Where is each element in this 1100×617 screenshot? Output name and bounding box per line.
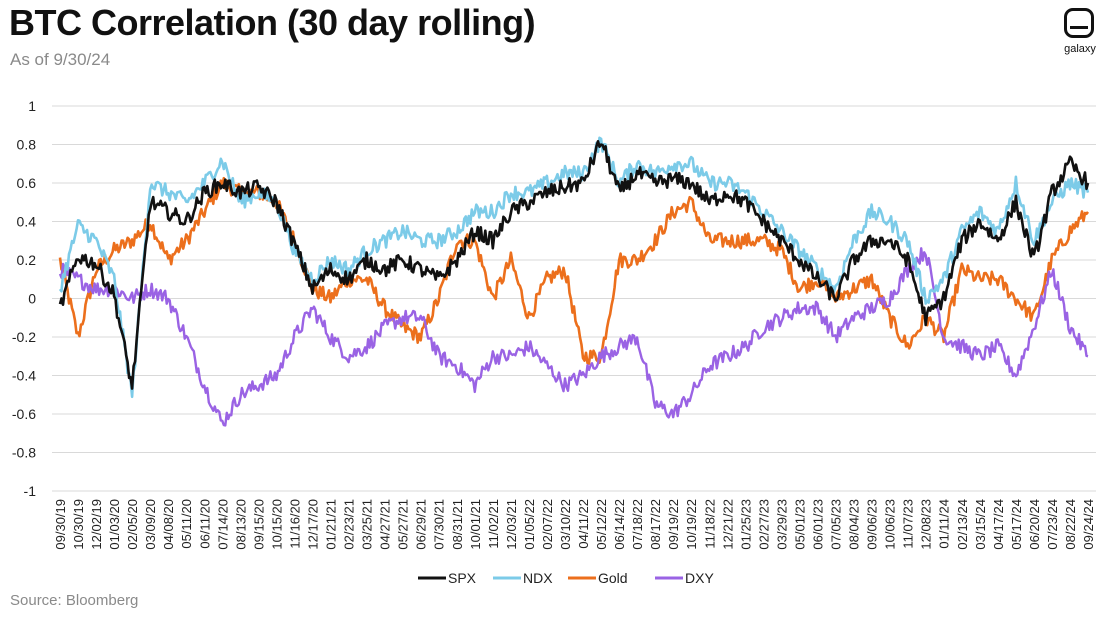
x-tick-label: 09/15/20 [251, 499, 266, 550]
x-tick-label: 09/19/22 [666, 499, 681, 550]
x-tick-label: 03/25/21 [360, 499, 375, 550]
x-tick-label: 10/30/19 [71, 499, 86, 550]
x-tick-label: 08/22/24 [1063, 499, 1078, 550]
x-tick-label: 07/30/21 [432, 499, 447, 550]
series-line-gold [58, 176, 1090, 365]
x-tick-label: 12/08/23 [919, 499, 934, 550]
x-tick-label: 11/02/21 [486, 499, 501, 549]
x-tick-label: 06/14/22 [612, 499, 627, 550]
y-tick-label: 0 [28, 291, 36, 307]
y-tick-label: -1 [24, 483, 37, 499]
x-tick-label: 01/21/21 [324, 499, 339, 550]
x-tick-label: 02/07/22 [540, 499, 555, 550]
x-tick-label: 03/10/22 [558, 499, 573, 550]
x-tick-label: 07/18/22 [630, 499, 645, 550]
x-tick-label: 04/11/22 [576, 499, 591, 549]
x-tick-label: 02/27/23 [756, 499, 771, 550]
x-tick-label: 01/05/22 [522, 499, 537, 550]
x-tick-label: 09/24/24 [1081, 499, 1096, 550]
legend: SPX NDX Gold DXY [418, 570, 714, 586]
source-note: Source: Bloomberg [10, 592, 139, 609]
x-tick-label: 10/01/21 [468, 499, 483, 550]
x-tick-label: 03/29/23 [774, 499, 789, 550]
x-axis-ticks: 09/30/19 10/30/19 12/02/19 01/03/20 02/05/20… [53, 499, 1096, 550]
x-tick-label: 02/05/20 [125, 499, 140, 550]
series-line-ndx [58, 136, 1090, 399]
legend-label-gold: Gold [598, 570, 628, 586]
galaxy-logo-icon [1064, 8, 1094, 38]
x-tick-label: 01/25/23 [738, 499, 753, 550]
x-tick-label: 12/02/19 [89, 499, 104, 550]
x-tick-label: 05/11/20 [179, 499, 194, 549]
x-tick-label: 04/08/20 [161, 499, 176, 550]
x-tick-label: 06/11/20 [197, 499, 212, 549]
x-tick-label: 11/07/23 [901, 499, 916, 549]
x-tick-label: 01/11/24 [937, 499, 952, 549]
y-tick-label: 1 [28, 98, 36, 114]
x-tick-label: 12/03/21 [504, 499, 519, 550]
x-tick-label: 05/17/24 [1009, 499, 1024, 550]
x-tick-label: 06/20/24 [1027, 499, 1042, 550]
x-tick-label: 12/17/20 [305, 499, 320, 550]
x-tick-label: 08/04/23 [847, 499, 862, 550]
x-tick-label: 04/27/21 [378, 499, 393, 550]
y-axis-ticks: 1 0.8 0.6 0.4 0.2 0 -0.2 -0.4 -0.6 -0.8 -1 [12, 98, 36, 499]
y-tick-label: 0.8 [17, 137, 37, 153]
series-lines [58, 136, 1090, 427]
legend-label-ndx: NDX [523, 570, 553, 586]
x-tick-label: 11/18/22 [702, 499, 717, 549]
x-tick-label: 08/31/21 [450, 499, 465, 550]
x-tick-label: 03/09/20 [143, 499, 158, 550]
series-line-spx [58, 140, 1090, 390]
x-tick-label: 08/17/22 [648, 499, 663, 550]
galaxy-logo: galaxy [1060, 6, 1100, 58]
x-tick-label: 09/06/23 [865, 499, 880, 550]
legend-label-dxy: DXY [685, 570, 714, 586]
x-tick-label: 12/21/22 [720, 499, 735, 550]
x-tick-label: 10/19/22 [684, 499, 699, 550]
y-tick-label: -0.2 [12, 329, 36, 345]
x-tick-label: 07/14/20 [215, 499, 230, 550]
chart-subtitle: As of 9/30/24 [10, 50, 111, 69]
x-tick-label: 05/01/23 [792, 499, 807, 550]
x-tick-label: 06/01/23 [810, 499, 825, 550]
y-tick-label: 0.6 [17, 175, 37, 191]
x-tick-label: 11/16/20 [287, 499, 302, 549]
x-tick-label: 03/15/24 [973, 499, 988, 550]
x-tick-label: 06/29/21 [414, 499, 429, 550]
x-tick-label: 05/27/21 [396, 499, 411, 550]
x-tick-label: 10/06/23 [883, 499, 898, 550]
x-tick-label: 02/13/24 [955, 499, 970, 550]
y-tick-label: -0.8 [12, 445, 36, 461]
y-tick-label: -0.4 [12, 368, 36, 384]
y-tick-label: 0.4 [17, 214, 37, 230]
x-tick-label: 01/03/20 [107, 499, 122, 550]
x-tick-label: 05/12/22 [594, 499, 609, 550]
galaxy-logo-text: galaxy [1064, 43, 1096, 55]
grid-lines [52, 105, 1096, 492]
x-tick-label: 08/13/20 [233, 499, 248, 550]
x-tick-label: 07/05/23 [829, 499, 844, 550]
x-tick-label: 10/15/20 [269, 499, 284, 550]
y-tick-label: -0.6 [12, 406, 36, 422]
series-line-dxy [58, 247, 1089, 427]
legend-label-spx: SPX [448, 570, 477, 586]
x-tick-label: 04/17/24 [991, 499, 1006, 550]
x-tick-label: 02/23/21 [342, 499, 357, 550]
y-tick-label: 0.2 [17, 252, 37, 268]
chart-title: BTC Correlation (30 day rolling) [9, 2, 536, 43]
x-tick-label: 09/30/19 [53, 499, 68, 550]
x-tick-label: 07/23/24 [1045, 499, 1060, 550]
